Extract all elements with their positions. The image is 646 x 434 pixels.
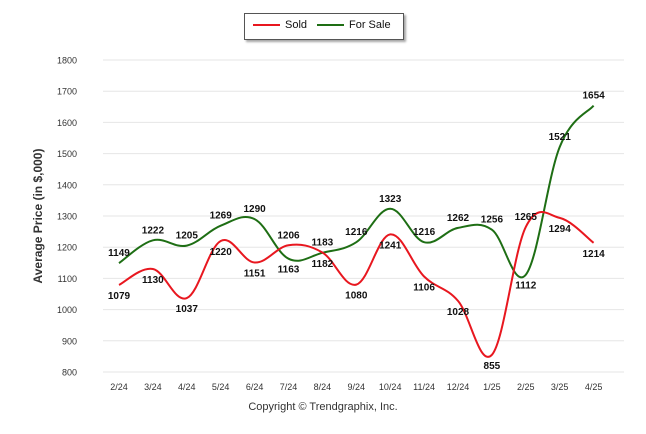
- data-label-for-sale: 1216: [345, 227, 368, 238]
- data-label-sold: 1265: [515, 212, 538, 223]
- data-label-sold: 1106: [413, 283, 435, 294]
- legend-swatch-sold: [253, 24, 280, 26]
- data-label-for-sale: 1216: [413, 227, 436, 238]
- data-label-for-sale: 1149: [108, 248, 130, 259]
- x-tick-label: 11/24: [413, 382, 435, 392]
- data-label-sold: 1037: [176, 304, 199, 315]
- data-label-sold: 1028: [447, 307, 470, 318]
- y-tick-label: 1500: [57, 149, 77, 159]
- data-label-sold: 1183: [312, 238, 334, 249]
- legend-item-sold[interactable]: Sold: [253, 19, 307, 31]
- data-label-for-sale: 1205: [176, 231, 199, 242]
- series-line-sold: [118, 211, 595, 358]
- data-label-sold: 1241: [379, 240, 402, 251]
- y-tick-label: 1100: [58, 274, 77, 284]
- x-axis-ticks: 2/24 3/24 4/24 5/24 6/24 7/24 8/24 9/24 10/24 11/…: [110, 382, 602, 392]
- data-label-for-sale: 1290: [243, 204, 266, 215]
- legend: Sold For Sale: [244, 13, 404, 40]
- data-label-sold: 1079: [108, 291, 131, 302]
- data-label-for-sale: 1262: [447, 213, 470, 224]
- y-tick-label: 900: [62, 336, 77, 346]
- x-tick-label: 2/24: [110, 382, 128, 392]
- data-label-sold: 1130: [142, 275, 164, 286]
- x-tick-label: 1/25: [483, 382, 501, 392]
- data-label-for-sale: 1323: [379, 194, 402, 205]
- legend-label-sold: Sold: [285, 19, 308, 31]
- legend-item-for-sale[interactable]: For Sale: [317, 19, 391, 31]
- data-label-for-sale: 1222: [142, 225, 165, 236]
- grid-lines: [103, 59, 624, 373]
- copyright-footer: Copyright © Trendgraphix, Inc.: [248, 401, 398, 413]
- x-tick-label: 9/24: [348, 382, 366, 392]
- x-tick-label: 10/24: [379, 382, 402, 392]
- y-tick-label: 1300: [57, 212, 77, 222]
- x-tick-label: 3/24: [144, 382, 162, 392]
- legend-swatch-for-sale: [317, 24, 344, 26]
- x-tick-label: 2/25: [517, 382, 535, 392]
- series-lines: [118, 104, 595, 358]
- data-label-sold: 1214: [582, 249, 605, 260]
- x-tick-label: 8/24: [314, 382, 332, 392]
- data-label-for-sale: 1269: [210, 211, 233, 222]
- x-tick-label: 7/24: [280, 382, 298, 392]
- x-tick-label: 4/24: [178, 382, 196, 392]
- data-label-for-sale: 1654: [582, 91, 605, 102]
- y-tick-label: 1700: [57, 87, 77, 97]
- data-label-for-sale: 1163: [278, 265, 300, 276]
- x-tick-label: 6/24: [246, 382, 264, 392]
- data-label-for-sale: 1256: [481, 215, 504, 226]
- y-tick-label: 1400: [57, 180, 77, 190]
- y-axis-label: Average Price (in $,000): [31, 149, 45, 284]
- x-tick-label: 12/24: [447, 382, 470, 392]
- data-label-for-sale: 1182: [312, 259, 334, 270]
- x-tick-label: 5/24: [212, 382, 230, 392]
- y-tick-label: 1200: [57, 243, 77, 253]
- data-label-sold: 1151: [244, 268, 266, 279]
- data-label-sold: 1220: [210, 247, 233, 258]
- y-tick-label: 1800: [57, 56, 77, 66]
- data-label-for-sale: 1521: [549, 132, 572, 143]
- y-tick-label: 1000: [57, 305, 77, 315]
- data-label-sold: 1294: [549, 224, 572, 235]
- data-label-sold: 855: [484, 361, 501, 372]
- data-labels: 1079 1130 1037 1220 1151 1206 1183 1080 1241 1106…: [108, 91, 605, 372]
- y-tick-label: 800: [62, 368, 77, 378]
- data-label-for-sale: 1112: [515, 281, 537, 292]
- y-tick-label: 1600: [57, 118, 77, 128]
- data-label-sold: 1206: [277, 230, 300, 241]
- x-tick-label: 4/25: [585, 382, 603, 392]
- data-label-sold: 1080: [345, 291, 368, 302]
- series-line-for-sale: [118, 104, 595, 279]
- x-tick-label: 3/25: [551, 382, 569, 392]
- y-axis-ticks: 800 900 1000 1100 1200 1300 1400 1500 1600 1700 18…: [57, 56, 77, 378]
- legend-label-for-sale: For Sale: [349, 19, 391, 31]
